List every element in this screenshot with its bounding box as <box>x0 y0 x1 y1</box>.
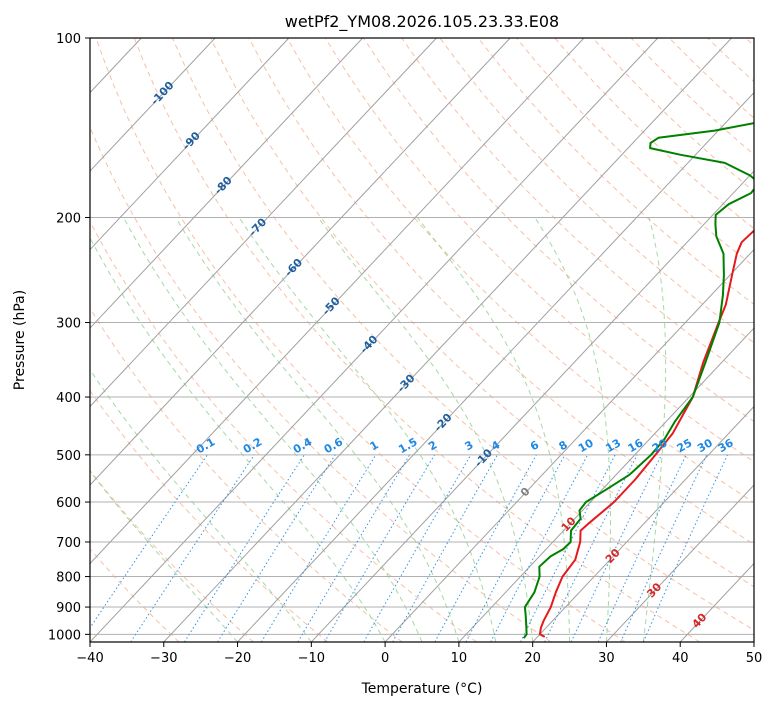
dry-adiabat <box>90 389 329 642</box>
dry-adiabat <box>133 38 701 642</box>
y-tick-label: 200 <box>56 212 81 227</box>
mixing-ratio-line <box>183 454 305 642</box>
dry-adiabat <box>248 38 754 545</box>
moist-adiabat <box>90 470 238 642</box>
x-tick-label: −20 <box>224 651 251 666</box>
isotherm-line <box>90 38 290 251</box>
mixing-ratio-line <box>434 454 537 642</box>
x-axis: −40 −30 −20 −10 0 10 20 30 40 50 <box>76 642 762 666</box>
dry-adiabat <box>210 38 754 588</box>
y-tick-label: 1000 <box>48 628 81 643</box>
moist-adiabat <box>417 217 571 642</box>
isotherm-line <box>90 38 216 172</box>
x-tick-label: 50 <box>746 651 763 666</box>
chart-title: wetPf2_YM08.2026.105.23.33.E08 <box>285 12 559 32</box>
x-tick-label: −30 <box>150 651 177 666</box>
isotherm-line <box>90 38 585 565</box>
y-tick-label: 400 <box>56 391 81 406</box>
dewpoint-line <box>522 122 754 639</box>
y-axis: 100 200 300 400 500 600 700 800 900 1000 <box>48 32 90 643</box>
dry-adiabat <box>324 38 754 463</box>
x-tick-label: 20 <box>524 651 541 666</box>
isotherm-line <box>237 91 754 642</box>
moist-adiabat <box>123 217 423 642</box>
y-tick-label: 300 <box>56 317 81 332</box>
isotherm-line <box>532 405 754 642</box>
dry-adiabat <box>172 38 754 631</box>
isotherm-line <box>90 38 364 329</box>
moist-adiabat <box>534 217 611 642</box>
mixing-ratio-line <box>597 454 687 642</box>
moist-adiabat <box>175 217 460 642</box>
x-tick-label: 0 <box>381 651 389 666</box>
mixing-ratio-line <box>570 454 662 642</box>
y-tick-label: 500 <box>56 449 81 464</box>
x-tick-label: 10 <box>451 651 468 666</box>
mixing-ratio-line <box>130 454 255 642</box>
x-tick-label: 40 <box>672 651 689 666</box>
mixing-ratio-line <box>324 454 435 642</box>
background-lines <box>90 38 754 642</box>
y-tick-label: 600 <box>56 496 81 511</box>
isotherm-line <box>90 38 437 408</box>
mixing-ratio-line <box>642 454 728 642</box>
dry-adiabat <box>439 38 754 344</box>
plot-frame <box>89 37 755 643</box>
y-tick-label: 800 <box>56 571 81 586</box>
mixing-ratio-line <box>297 454 411 642</box>
moist-adiabat <box>317 217 534 642</box>
isotherm-line <box>90 38 659 642</box>
dry-adiabat <box>90 126 552 642</box>
x-tick-label: −40 <box>76 651 103 666</box>
y-tick-label: 100 <box>56 32 81 47</box>
y-axis-label: Pressure (hPa) <box>12 290 28 390</box>
dry-adiabat <box>286 38 754 504</box>
moist-adiabat <box>642 217 667 642</box>
isotherm-line <box>606 484 754 642</box>
dry-adiabat <box>90 220 477 642</box>
x-tick-label: 30 <box>598 651 615 666</box>
sounding-profiles <box>522 122 754 639</box>
y-tick-label: 700 <box>56 536 81 551</box>
x-tick-label: −10 <box>298 651 325 666</box>
isotherm-line <box>163 38 732 642</box>
isotherm-line <box>310 170 754 642</box>
mixing-ratio-line <box>363 454 472 642</box>
isotherm-line <box>90 38 511 486</box>
moist-adiabat <box>90 368 312 642</box>
isotherm-line <box>384 248 754 642</box>
temperature-line <box>538 229 754 638</box>
mixing-ratio-line <box>90 454 208 629</box>
isotherm-line <box>458 327 754 642</box>
moist-adiabat <box>238 217 497 642</box>
mixing-ratio-line <box>620 454 708 642</box>
y-tick-label: 900 <box>56 601 81 616</box>
x-axis-label: Temperature (°C) <box>361 681 483 697</box>
dry-adiabat <box>90 469 254 642</box>
